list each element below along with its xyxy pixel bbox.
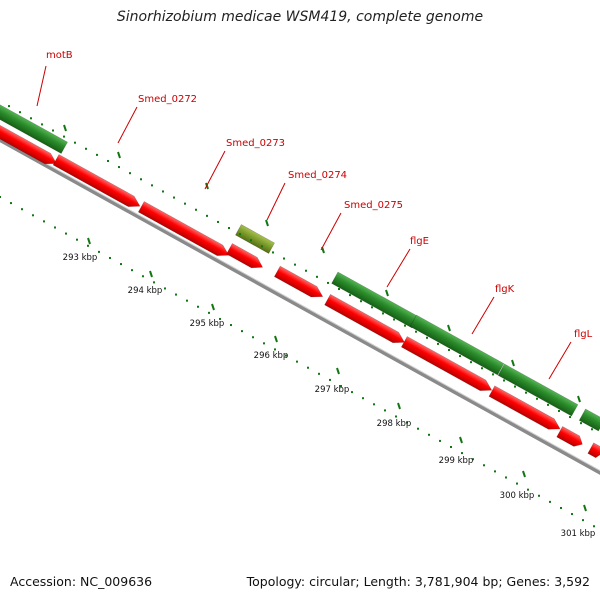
tick-label: 301 kbp [561, 529, 596, 539]
tick-label: 295 kbp [190, 319, 225, 329]
red-gene-3 [226, 243, 264, 269]
map-title: Sinorhizobium medicae WSM419, complete g… [116, 9, 484, 25]
gene-label: motB [46, 50, 73, 61]
accession-text: Accession: NC_009636 [10, 574, 153, 589]
lower-tick-5 [397, 402, 401, 410]
upper-tick-0 [63, 124, 67, 132]
upper-tick-dots [8, 105, 593, 431]
gene-label-connector [471, 296, 495, 335]
gene-label: flgK [495, 284, 515, 295]
backbone-highlight [0, 137, 600, 472]
tick-label: 299 kbp [439, 456, 474, 466]
gene-label: Smed_0275 [344, 200, 403, 211]
gene-label-connector [320, 212, 342, 251]
gene-label-connector [204, 150, 226, 190]
red-gene-4 [273, 265, 324, 298]
olive-gene-smed0274 [235, 224, 275, 254]
red-gene-9 [587, 442, 600, 459]
green-gene-edge [578, 408, 600, 432]
red-gene-7 [488, 385, 561, 430]
tick-label: 298 kbp [377, 419, 412, 429]
lower-tick-2 [211, 303, 215, 311]
lower-tick-7 [522, 470, 526, 478]
lower-tick-6 [459, 436, 463, 444]
gene-label-connector [548, 341, 572, 380]
red-gene-0 [0, 122, 57, 165]
gene-label: Smed_0274 [288, 170, 347, 181]
lower-tick-1 [149, 270, 153, 278]
gene-label-connector [36, 65, 47, 107]
gene-label: Smed_0272 [138, 94, 197, 105]
red-gene-8 [556, 426, 583, 447]
red-gene-2 [137, 201, 230, 256]
tick-label: 297 kbp [315, 385, 350, 395]
lower-tick-4 [336, 367, 340, 375]
gene-label: flgE [410, 236, 429, 247]
red-gene-5 [324, 294, 405, 344]
gene-label: Smed_0273 [226, 138, 285, 149]
green-gene-flgk [409, 314, 505, 376]
lower-tick-0 [87, 237, 91, 245]
genome-summary-text: Topology: circular; Length: 3,781,904 bp… [246, 574, 590, 589]
upper-tick-6 [447, 324, 451, 332]
gene-label-connector [266, 182, 286, 221]
tick-label: 294 kbp [128, 286, 163, 296]
red-gene-6 [400, 336, 493, 391]
backbone-line [0, 137, 600, 475]
gene-label-connector [117, 106, 138, 144]
lower-tick-3 [274, 335, 278, 343]
lower-tick-8 [583, 504, 587, 512]
upper-tick-3 [265, 219, 269, 227]
red-gene-1 [52, 154, 141, 207]
tick-label: 300 kbp [500, 491, 535, 501]
green-gene-motb [0, 98, 68, 154]
upper-tick-5 [385, 289, 389, 297]
tick-label: 293 kbp [63, 253, 98, 263]
upper-tick-1 [117, 151, 121, 159]
tick-label: 296 kbp [254, 351, 289, 361]
green-gene-flgl [497, 363, 579, 417]
lower-tick-dots [0, 196, 595, 528]
gene-label-connector [386, 248, 411, 288]
upper-tick-7 [511, 359, 515, 367]
gene-label: flgL [574, 329, 593, 340]
upper-tick-8 [577, 395, 581, 403]
